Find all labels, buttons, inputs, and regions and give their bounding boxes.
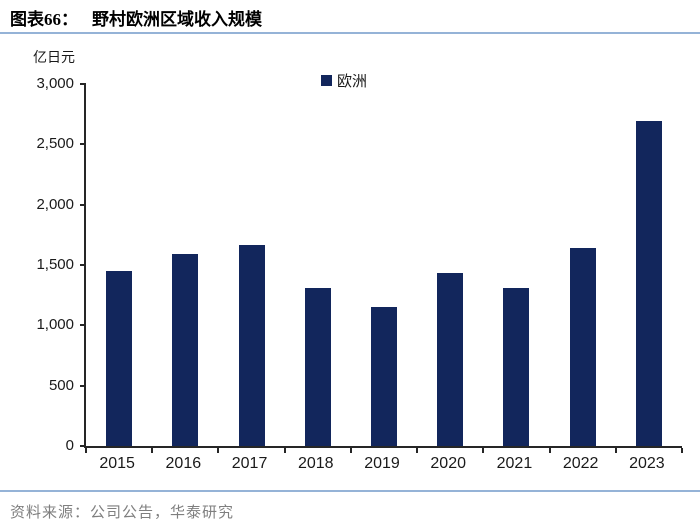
x-axis-tick — [151, 448, 154, 453]
bar-2023 — [635, 121, 662, 446]
y-axis-tick-label: 2,000 — [36, 195, 74, 213]
bars-row — [86, 84, 682, 446]
legend: 欧洲 — [321, 70, 367, 91]
legend-label: 欧洲 — [337, 74, 368, 90]
bar-cell — [351, 84, 417, 446]
x-axis-label-2020: 2020 — [430, 455, 466, 472]
footer-rule — [0, 490, 700, 492]
x-axis-tick — [681, 448, 683, 453]
bar-2016 — [172, 254, 199, 446]
y-axis-tick — [80, 264, 86, 266]
y-axis-tick — [80, 384, 86, 387]
x-axis-tick — [283, 448, 286, 453]
bar-2019 — [370, 307, 397, 446]
y-axis-tick-label: 3,000 — [36, 75, 74, 92]
bar-cell — [483, 84, 549, 446]
bar-2021 — [503, 287, 530, 446]
x-axis-label-2019: 2019 — [364, 455, 400, 472]
y-axis-tick-label: 0 — [65, 437, 74, 454]
x-axis-tick — [548, 448, 551, 453]
plot-area: 0 500 1,000 1,500 2,000 2,500 3,000 — [36, 76, 683, 453]
x-axis-label-2018: 2018 — [297, 455, 334, 472]
legend-swatch-icon — [321, 75, 332, 86]
y-axis-tick-label: 500 — [48, 376, 74, 394]
bar-cell — [417, 84, 483, 446]
x-axis-tick — [349, 448, 352, 453]
y-axis-tick-label: 2,500 — [36, 135, 74, 153]
bar-2022 — [569, 248, 596, 446]
x-axis-tick — [416, 448, 419, 453]
bar-cell — [218, 84, 284, 446]
x-axis-label-2021: 2021 — [496, 455, 533, 472]
bar-cell — [285, 84, 351, 446]
y-axis-tick — [80, 203, 86, 206]
x-axis-tick — [482, 448, 485, 453]
x-axis-tick — [217, 448, 220, 453]
x-axis-label-2017: 2017 — [231, 455, 268, 472]
y-axis-unit-label: 亿日元 — [33, 51, 75, 66]
source-note: 资料来源：公司公告，华泰研究 — [10, 505, 235, 521]
bar-2020 — [437, 273, 464, 446]
figure-title-text: 野村欧洲区域收入规模 — [92, 10, 262, 29]
x-axis-tick — [85, 448, 87, 453]
y-axis-tick — [80, 445, 86, 447]
figure-title: 图表66： 野村欧洲区域收入规模 — [10, 5, 262, 30]
y-axis-tick — [80, 143, 86, 146]
bar-cell — [550, 84, 616, 446]
x-axis-labels: 2015 2016 2017 2018 2019 2020 2021 2022 2023 — [84, 455, 680, 473]
bar-cell — [152, 84, 218, 446]
x-axis-label-2023: 2023 — [629, 455, 665, 472]
title-underline-rule — [0, 32, 700, 34]
x-axis-label-2016: 2016 — [165, 455, 202, 472]
x-axis-label-2015: 2015 — [99, 455, 135, 472]
bar-2018 — [304, 287, 331, 446]
figure-number: 图表66： — [10, 10, 78, 29]
y-axis-tick — [80, 83, 86, 85]
bar-2017 — [238, 244, 265, 446]
bar-cell — [616, 84, 682, 446]
x-axis-label-2022: 2022 — [562, 455, 599, 472]
bar-2015 — [106, 271, 133, 446]
y-axis-tick-label: 1,500 — [36, 256, 74, 273]
y-axis-tick-label: 1,000 — [36, 316, 74, 334]
bar-cell — [86, 84, 152, 446]
y-axis-tick — [80, 324, 86, 327]
x-axis-tick — [614, 448, 617, 453]
